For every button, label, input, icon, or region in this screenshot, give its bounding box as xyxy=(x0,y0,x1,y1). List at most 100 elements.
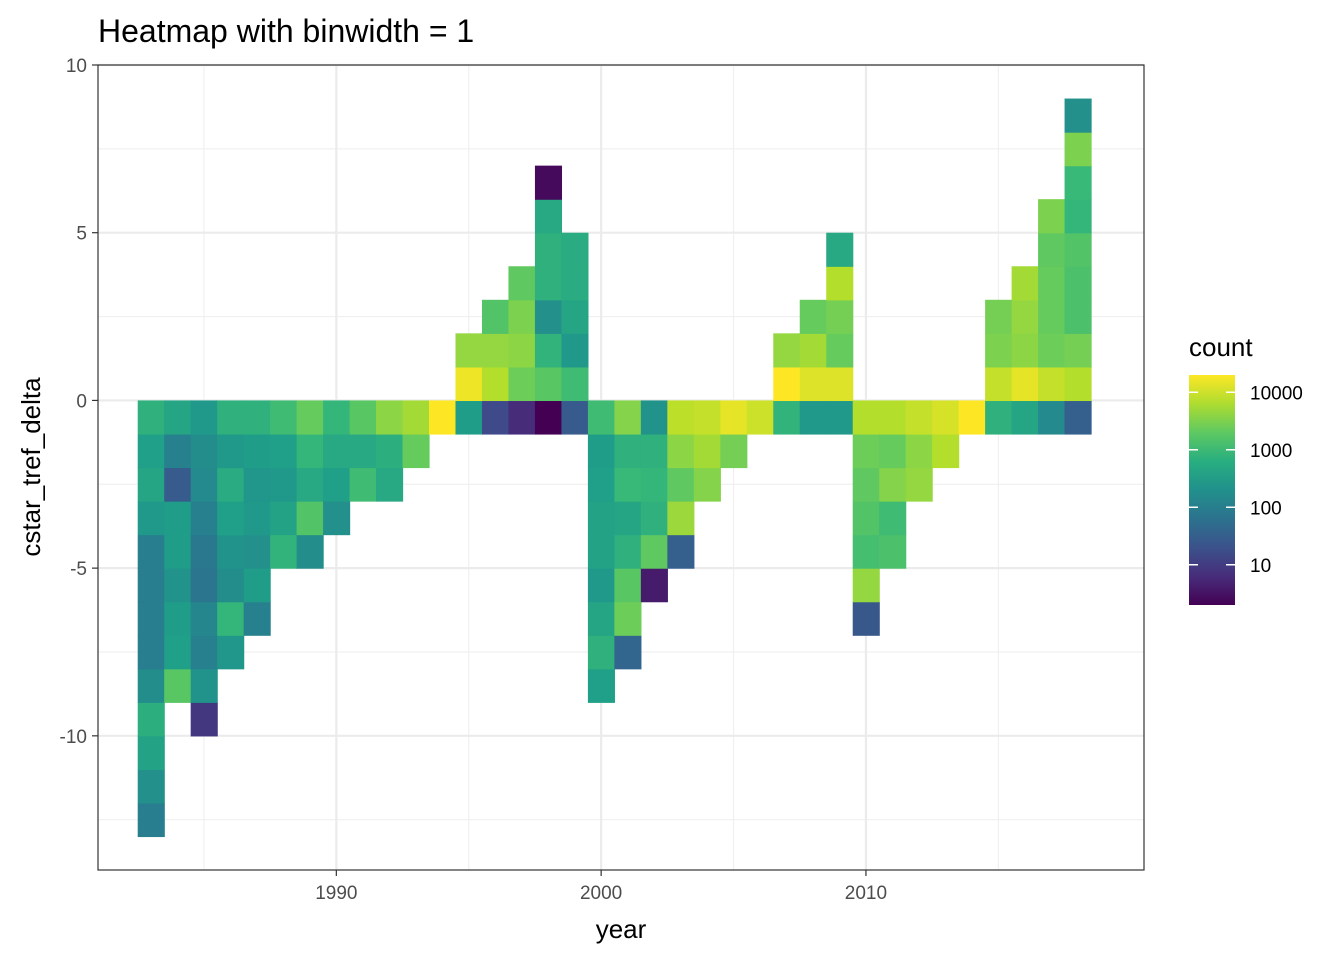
heatmap-tile xyxy=(614,433,642,469)
heatmap-tile xyxy=(534,199,563,234)
heatmap-tile xyxy=(243,501,271,536)
heatmap-tile xyxy=(534,366,563,402)
heatmap-tile xyxy=(323,433,351,469)
heatmap-tile xyxy=(614,400,642,435)
heatmap-tile xyxy=(640,467,668,502)
heatmap-tile xyxy=(217,400,245,435)
legend-ticks: 10000 1000 100 10 xyxy=(1189,383,1303,577)
heatmap-tile xyxy=(826,299,854,334)
heatmap-tile xyxy=(587,668,615,703)
heatmap-tile xyxy=(217,635,245,670)
heatmap-tile xyxy=(481,299,510,334)
heatmap-tile xyxy=(1064,132,1092,167)
heatmap-tile xyxy=(508,366,536,402)
heatmap-tile xyxy=(296,433,324,469)
heatmap-tile xyxy=(561,333,589,368)
heatmap-tile xyxy=(217,501,245,536)
heatmap-tile xyxy=(587,635,615,670)
heatmap-tile xyxy=(720,433,748,469)
heatmap-tile xyxy=(614,534,642,569)
heatmap-tile xyxy=(164,568,192,603)
x-axis: 1990 2000 2010 xyxy=(315,870,887,904)
heatmap-tile xyxy=(402,433,430,469)
heatmap-tile xyxy=(932,433,960,469)
heatmap-tile xyxy=(1064,199,1092,234)
heatmap-tile xyxy=(164,534,192,569)
y-tick-label: 5 xyxy=(76,224,87,245)
heatmap-tile xyxy=(587,400,615,435)
heatmap-tile xyxy=(561,299,589,334)
heatmap-tile xyxy=(429,400,457,435)
heatmap-tile xyxy=(1038,400,1066,435)
heatmap-tile xyxy=(1064,165,1092,200)
heatmap-tile xyxy=(164,501,192,536)
heatmap-tile xyxy=(587,467,615,502)
heatmap-tile xyxy=(879,501,907,536)
heatmap-tile xyxy=(985,333,1013,368)
heatmap-tile xyxy=(1038,199,1066,234)
heatmap-tile xyxy=(667,433,695,469)
heatmap-tile xyxy=(614,568,642,603)
heatmap-tile xyxy=(243,534,271,569)
heatmap-tile xyxy=(799,299,827,334)
x-tick-label: 1990 xyxy=(315,883,357,904)
heatmap-tile xyxy=(905,433,933,469)
heatmap-tile xyxy=(667,467,695,502)
heatmap-tile xyxy=(852,433,880,469)
heatmap-tile xyxy=(402,400,430,435)
legend-label: 10000 xyxy=(1250,383,1303,404)
heatmap-tile xyxy=(534,400,563,435)
heatmap-tile xyxy=(852,501,880,536)
heatmap-tile xyxy=(217,534,245,569)
heatmap-tile xyxy=(376,433,404,469)
heatmap-tile xyxy=(164,467,192,502)
heatmap-tile xyxy=(137,501,165,536)
heatmap-tile xyxy=(137,534,165,569)
heatmap-tile xyxy=(296,467,324,502)
heatmap-tile xyxy=(508,400,536,435)
heatmap-tile xyxy=(349,433,377,469)
heatmap-tile xyxy=(640,433,668,469)
y-tick-label: -10 xyxy=(60,727,87,748)
heatmap-tile xyxy=(190,534,218,569)
heatmap-tile xyxy=(164,668,192,703)
heatmap-tile xyxy=(826,266,854,301)
heatmap-tile xyxy=(587,534,615,569)
heatmap-tile xyxy=(587,601,615,636)
heatmap-tile xyxy=(137,802,165,838)
heatmap-tile xyxy=(534,232,563,267)
heatmap-tile xyxy=(296,501,324,536)
heatmap-tile xyxy=(481,333,510,368)
heatmap-tile xyxy=(481,366,510,402)
heatmap-tile xyxy=(614,635,642,670)
y-tick-label: 10 xyxy=(66,56,87,77)
heatmap-tile xyxy=(270,400,298,435)
heatmap-tile xyxy=(508,299,536,334)
heatmap-tile xyxy=(164,601,192,636)
heatmap-tile xyxy=(190,501,218,536)
chart-title: Heatmap with binwidth = 1 xyxy=(98,13,474,49)
heatmap-tile xyxy=(349,467,377,502)
heatmap-tile xyxy=(270,433,298,469)
heatmap-tile xyxy=(137,568,165,603)
heatmap-tile xyxy=(905,467,933,502)
heatmap-tile xyxy=(190,467,218,502)
heatmap-tile xyxy=(905,400,933,435)
heatmap-tile xyxy=(296,400,324,435)
heatmap-tile xyxy=(137,702,165,737)
heatmap-tile xyxy=(217,601,245,636)
heatmap-tile xyxy=(164,433,192,469)
heatmap-tile xyxy=(508,266,536,301)
heatmap-tile xyxy=(985,366,1013,402)
heatmap-tile xyxy=(376,400,404,435)
y-axis: 10 5 0 -5 -10 xyxy=(60,56,98,748)
heatmap-tile xyxy=(985,400,1013,435)
heatmap-tile xyxy=(534,299,563,334)
heatmap-tile xyxy=(376,467,404,502)
heatmap-tile xyxy=(826,232,854,267)
legend-label: 10 xyxy=(1250,556,1271,577)
heatmap-tile xyxy=(852,467,880,502)
y-axis-title: cstar_tref_delta xyxy=(16,377,46,557)
heatmap-tile xyxy=(1038,266,1066,301)
heatmap-tile xyxy=(137,433,165,469)
